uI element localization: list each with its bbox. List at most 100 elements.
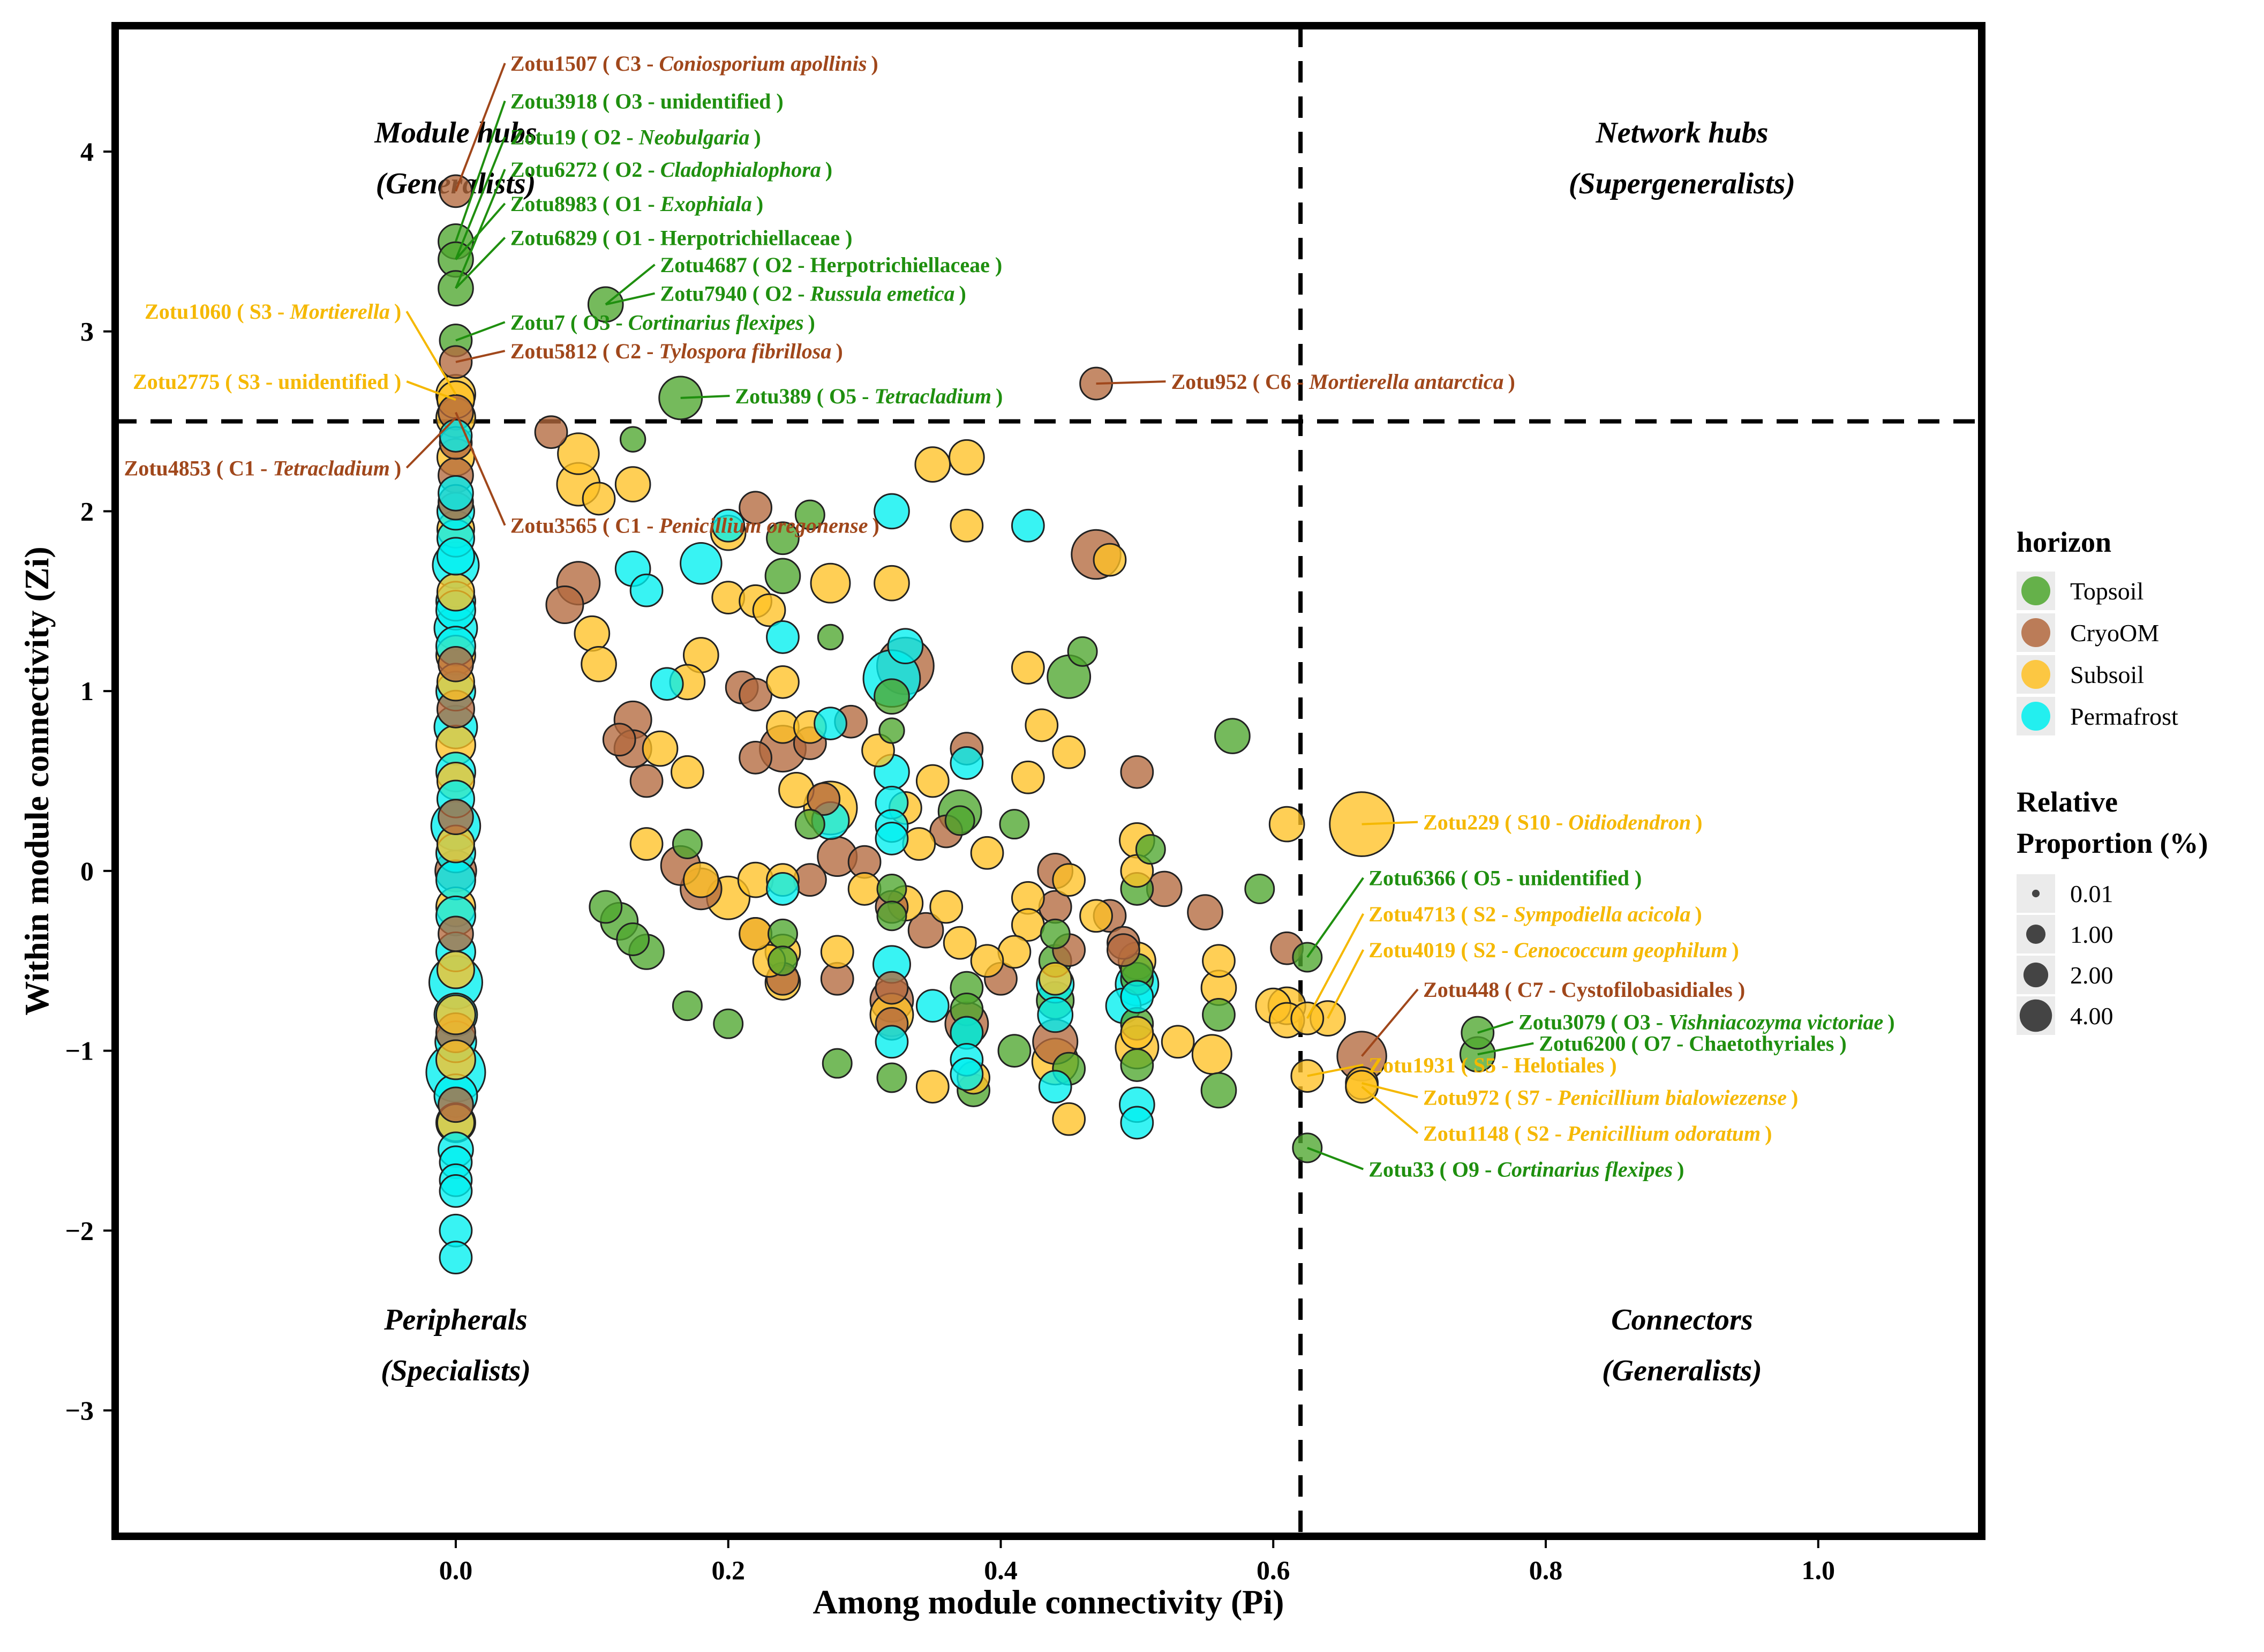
point-subsoil-5 [436,573,475,612]
annotation-text-Zotu3079: Zotu3079 ( O3 - [1518,1010,1663,1034]
annotation-Zotu389: Zotu389 ( O5 - Tetracladium) [735,384,1003,408]
plot-frame [111,22,1985,1540]
annotation-text-Zotu1060: Zotu1060 ( S3 - [145,299,284,324]
point-permafrost-30 [438,475,474,512]
point-topsoil-44 [713,1008,744,1039]
size-label-1: 1.00 [2070,921,2113,948]
annotation-Zotu6272: Zotu6272 ( O2 - Cladophialophora) [510,157,832,182]
quadrant-subtitle-connectors: (Generalists) [1602,1354,1762,1387]
annotation-Zotu2775: Zotu2775 ( S3 - unidentified ) [133,370,401,394]
leader-Zotu3079 [1477,1020,1514,1034]
annotation-taxon-Zotu1060: Mortierella [289,299,390,324]
point-permafrost-38 [887,628,924,665]
quadrant-subtitle-peripherals: (Specialists) [381,1354,531,1387]
point-subsoil-83 [1290,1059,1325,1093]
leader-Zotu4853 [405,417,457,469]
annotation-taxon-Zotu1148: Penicillium odoratum [1567,1121,1761,1145]
size-key-2 [2023,962,2049,988]
leader-Zotu6366 [1306,877,1364,958]
leader-Zotu7 [455,321,506,342]
annotation-taxon-Zotu229: Oidiodendron [1568,810,1691,835]
point-permafrost-40 [650,667,684,701]
point-subsoil-24 [1093,543,1127,577]
point-permafrost-33 [711,508,746,543]
point-topsoil-8 [766,521,800,555]
annotation-close-Zotu8983: ) [756,192,763,216]
point-cryoom-6 [438,645,474,682]
point-permafrost-41 [814,707,847,740]
point-topsoil-13 [874,678,910,715]
point-topsoil-26 [616,922,650,956]
annotation-text-Zotu952: Zotu952 ( C6 - [1171,370,1304,394]
point-permafrost-48 [766,872,800,906]
leader-Zotu6200 [1477,1042,1534,1056]
annotation-Zotu1931: Zotu1931 ( S5 - Helotiales ) [1368,1053,1616,1077]
point-subsoil-29 [752,593,786,627]
point-subsoil-52 [902,827,936,861]
point-topsoil-30 [876,873,907,904]
leader-Zotu33 [1307,1146,1364,1170]
leader-Zotu3565 [455,411,506,526]
y-tick-label-0: 4 [80,137,94,167]
point-subsoil-60 [929,890,964,924]
leader-Zotu952 [1096,380,1166,385]
axes: 0.0 0.2 0.4 0.6 0.8 1.0 4 3 2 1 0 −1 −2 −3 Among modul… [18,137,1835,1621]
point-topsoil-35 [1040,918,1071,949]
annotation-taxon-Zotu952: Mortierella antarctica [1308,370,1503,394]
annotation-text-Zotu4713: Zotu4713 ( S2 - [1368,902,1508,926]
point-subsoil-13 [435,994,476,1035]
legend-key-topsoil [2021,576,2050,605]
point-subsoil-18 [582,482,616,516]
annotation-close-Zotu7: ) [808,310,815,334]
point-cryoom-12 [438,1086,474,1123]
annotation-Zotu19: Zotu19 ( O2 - Neobulgaria) [510,125,761,149]
annotation-close-Zotu3565: ) [872,514,879,538]
annotation-Zotu8983: Zotu8983 ( O1 - Exophiala) [510,192,763,216]
annotation-text-Zotu7940: Zotu7940 ( O2 - [660,282,805,306]
annotation-taxon-Zotu1507: Coniosporium apollinis [659,51,867,76]
point-topsoil-40 [1120,1048,1154,1082]
point-topsoil-42 [1200,1072,1237,1109]
annotation-text-Zotu4853: Zotu4853 ( C1 - [124,456,268,480]
x-tick-label-2: 0.4 [984,1555,1018,1585]
annotation-text-Zotu5812: Zotu5812 ( C2 - [510,339,654,363]
annotation-taxon-Zotu3079: Vishniacozyma victoriae [1668,1010,1883,1034]
annotation-close-Zotu7940: ) [959,282,966,306]
point-cryoom-8 [438,799,474,835]
quadrant-title-network-hubs: Network hubs [1595,116,1768,149]
point-topsoil-45 [822,1048,853,1079]
annotation-text-Zotu1148: Zotu1148 ( S2 - [1423,1121,1562,1145]
point-subsoil-58 [847,872,882,906]
annotation-taxon-Zotu7940: Russula emetica [810,282,955,306]
annotation-text-Zotu229: Zotu229 ( S10 - [1423,810,1563,835]
point-cryoom-24 [602,723,636,757]
annotation-text-Zotu1931: Zotu1931 ( S5 - Helotiales ) [1368,1053,1616,1077]
annotation-Zotu229: Zotu229 ( S10 - Oidiodendron) [1423,810,1702,835]
y-tick-label-1: 3 [80,317,94,347]
point-permafrost-32 [1011,508,1045,543]
point-cryoom-59 [875,971,909,1005]
point-subsoil-39 [642,730,679,767]
annotation-text-Zotu3565: Zotu3565 ( C1 - [510,514,654,538]
annotation-Zotu972: Zotu972 ( S7 - Penicillium bialowiezense) [1423,1085,1798,1109]
annotation-close-Zotu1060: ) [394,299,401,324]
annotation-Zotu1507: Zotu1507 ( C3 - Coniosporium apollinis) [510,51,878,76]
leader-Zotu7940 [605,292,655,306]
point-subsoil-19 [614,466,651,502]
size-key-3 [2019,999,2052,1032]
point-subsoil-89 [915,1070,950,1104]
leader-Zotu5812 [455,350,506,363]
legend-key-permafrost [2021,702,2050,731]
point-permafrost-36 [629,573,664,607]
point-topsoil-29 [767,945,798,977]
point-subsoil-21 [914,446,951,483]
annotation-close-Zotu972: ) [1791,1085,1798,1109]
leader-Zotu4713 [1306,913,1365,1019]
point-subsoil-53 [970,836,1004,870]
point-subsoil-41 [1052,735,1086,769]
point-topsoil-15 [1214,718,1251,754]
point-topsoil-14 [878,717,905,744]
point-topsoil-24 [589,890,623,924]
